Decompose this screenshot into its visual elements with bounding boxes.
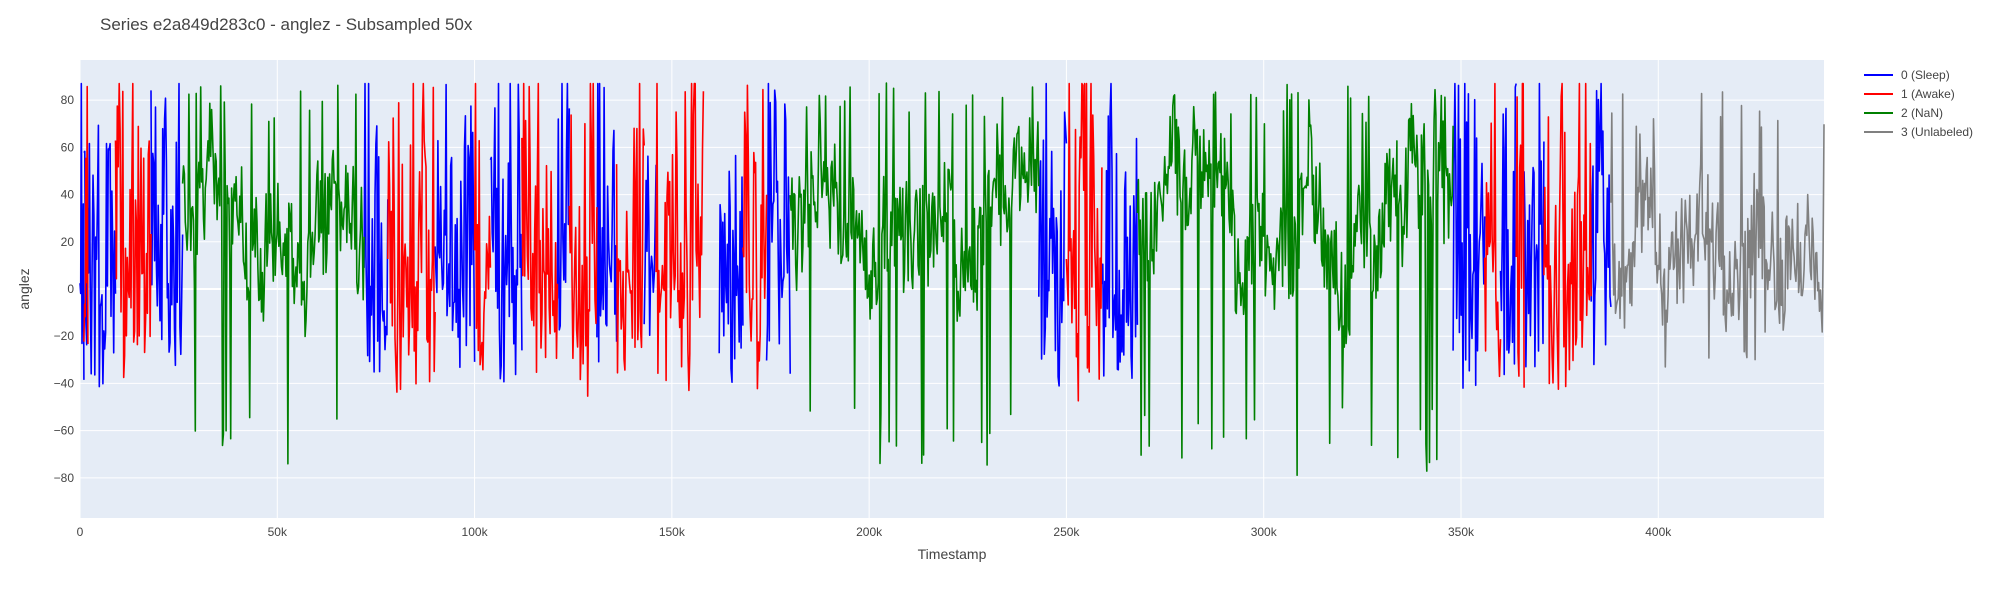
series-line (363, 82, 389, 373)
series-line (1452, 82, 1486, 389)
y-tick-label: −20 (54, 329, 75, 343)
series-line (114, 82, 152, 379)
x-axis-title: Timestamp (918, 546, 987, 562)
series-line (1101, 82, 1139, 380)
legend-label: 2 (NaN) (1901, 106, 1943, 120)
x-tick-label: 50k (268, 525, 288, 539)
series-line (1038, 82, 1068, 387)
chart-title: Series e2a849d283c0 - anglez - Subsample… (100, 15, 473, 34)
x-axis-ticks: 0 50k 100k 150k 200k 250k 300k 350k 400k (77, 525, 1673, 539)
series-line (568, 82, 598, 397)
x-tick-label: 300k (1251, 525, 1278, 539)
series-line (521, 82, 559, 374)
series-line (1610, 91, 1825, 368)
x-tick-label: 400k (1645, 525, 1672, 539)
x-tick-label: 350k (1448, 525, 1475, 539)
y-tick-label: 60 (61, 140, 75, 154)
series-line (1590, 82, 1612, 366)
series-line (387, 82, 436, 393)
series-line (181, 84, 365, 465)
series-line (434, 83, 476, 369)
series-line (615, 82, 645, 374)
series-line (79, 82, 85, 380)
series-line (1065, 82, 1103, 402)
x-tick-label: 0 (77, 525, 84, 539)
x-tick-label: 150k (659, 525, 686, 539)
series-line (1543, 82, 1592, 391)
y-tick-label: −80 (54, 471, 75, 485)
legend: 0 (Sleep) 1 (Awake) 2 (NaN) 3 (Unlabeled) (1864, 68, 1973, 139)
series-line (596, 82, 618, 363)
y-axis-ticks: −80 −60 −40 −20 0 20 40 60 80 (54, 93, 75, 485)
legend-label: 0 (Sleep) (1901, 68, 1950, 82)
series-line (83, 85, 89, 345)
series-line (718, 154, 744, 384)
series-line (150, 82, 184, 367)
series-line (655, 82, 705, 392)
x-tick-label: 100k (462, 525, 489, 539)
series-line (1515, 82, 1525, 388)
y-tick-label: −60 (54, 424, 75, 438)
series-line (789, 82, 1040, 466)
series-line (556, 82, 571, 331)
x-tick-label: 250k (1053, 525, 1080, 539)
legend-label: 1 (Awake) (1901, 87, 1955, 101)
y-tick-label: 80 (61, 93, 75, 107)
series-line (765, 82, 791, 374)
series-line (1523, 82, 1545, 368)
series-line (489, 82, 523, 383)
y-tick-label: 20 (61, 235, 75, 249)
y-axis-title: anglez (16, 268, 32, 309)
series-layer (79, 82, 1825, 477)
y-tick-label: −40 (54, 376, 75, 390)
y-tick-label: 40 (61, 188, 75, 202)
series-line (83, 124, 117, 388)
series-line (1499, 83, 1517, 376)
y-tick-label: 0 (67, 282, 74, 296)
series-line (742, 84, 768, 390)
legend-label: 3 (Unlabeled) (1901, 125, 1973, 139)
x-tick-label: 200k (856, 525, 883, 539)
series-line (473, 82, 492, 371)
series-line (1136, 83, 1454, 477)
series-line (1483, 82, 1502, 378)
series-line (643, 155, 657, 337)
